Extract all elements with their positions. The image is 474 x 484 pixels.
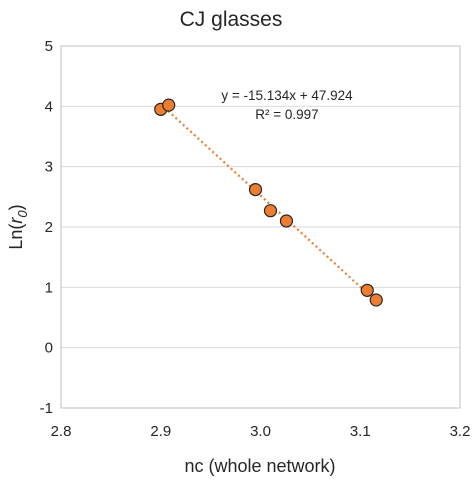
- data-point: [263, 204, 278, 218]
- data-point: [248, 182, 263, 197]
- y-tick-label: 5: [45, 38, 53, 55]
- y-tick-label: 1: [45, 279, 53, 296]
- y-tick-label: 4: [45, 98, 53, 115]
- y-tick-label: -1: [40, 400, 53, 417]
- x-tick-labels: 2.8 2.9 3.0 3.1 3.2: [51, 423, 471, 440]
- data-point: [360, 283, 374, 297]
- x-tick-label: 2.8: [51, 423, 72, 440]
- y-axis-title: Ln(r0): [6, 204, 30, 249]
- chart-title: CJ glasses: [180, 8, 283, 31]
- x-tick-label: 3.1: [350, 423, 371, 440]
- y-tick-labels: -1 0 1 2 3 4 5: [40, 38, 53, 417]
- x-tick-label: 3.0: [250, 423, 271, 440]
- trendline: [160, 103, 377, 303]
- y-tick-label: 3: [45, 159, 53, 176]
- x-tick-label: 3.2: [450, 423, 471, 440]
- data-points: [154, 98, 383, 307]
- trendline-equation: y = -15.134x + 47.924: [221, 88, 353, 103]
- y-tick-label: 2: [45, 219, 53, 236]
- x-tick-label: 2.9: [150, 423, 171, 440]
- x-axis-title: nc (whole network): [184, 456, 335, 476]
- data-point: [279, 214, 294, 228]
- data-point: [369, 293, 383, 307]
- r-squared-label: R² = 0.997: [255, 107, 318, 122]
- data-point: [162, 98, 176, 112]
- y-tick-label: 0: [45, 340, 53, 357]
- trendline-group: [160, 103, 377, 303]
- plot-area-frame: [60, 45, 461, 409]
